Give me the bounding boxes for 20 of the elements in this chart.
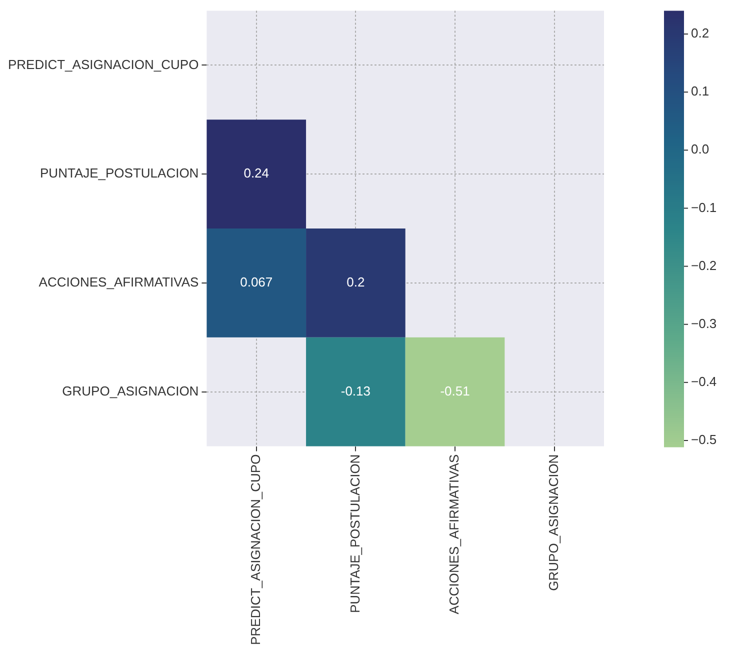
x-tick-label: ACCIONES_AFIRMATIVAS [446,454,462,614]
data-label: 0.24 [244,166,270,181]
color-bar-label: 0.0 [691,142,710,157]
data-label: -0.13 [340,383,371,398]
y-tick-label: ACCIONES_AFIRMATIVAS [38,274,200,290]
color-bar-label: −0.5 [691,432,717,448]
y-tick-label: PREDICT_ASIGNACION_CUPO [8,56,199,72]
color-bar-label: −0.4 [691,374,717,390]
color-bar-label: 0.2 [691,26,710,41]
y-tick-label: PUNTAJE_POSTULACION [40,166,199,181]
data-label: 0.2 [346,274,365,290]
color-bar-label: 0.1 [691,84,710,99]
color-bar-label: −0.3 [691,316,717,331]
y-tick-label: GRUPO_ASIGNACION [62,383,199,398]
x-tick-label: GRUPO_ASIGNACION [546,454,561,591]
data-label: -0.51 [440,383,470,398]
color-bar-label: −0.1 [691,200,717,215]
x-tick-label: PUNTAJE_POSTULACION [347,454,362,613]
color-bar-label: −0.2 [691,258,717,273]
data-label: 0.067 [240,274,273,290]
